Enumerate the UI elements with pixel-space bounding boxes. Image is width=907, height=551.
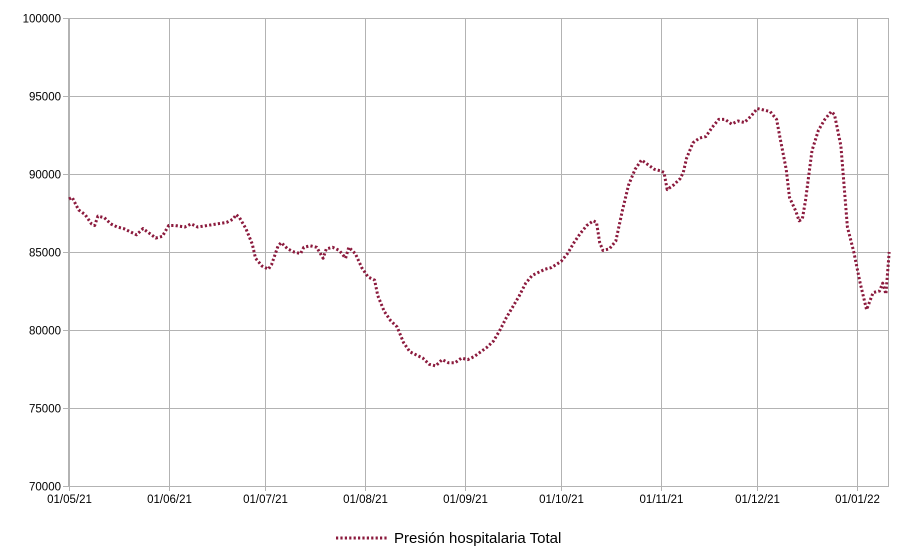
legend-label: Presión hospitalaria Total xyxy=(394,530,561,547)
x-tick-label: 01/07/21 xyxy=(243,494,288,506)
x-tick-label: 01/06/21 xyxy=(147,494,192,506)
x-tick-label: 01/01/22 xyxy=(835,494,880,506)
series-line xyxy=(68,107,891,368)
x-tick-label: 01/09/21 xyxy=(443,494,488,506)
y-tick-label: 80000 xyxy=(29,326,61,338)
legend: Presión hospitalaria Total xyxy=(336,530,561,547)
series-layer xyxy=(68,107,891,368)
y-tick-label: 70000 xyxy=(29,482,61,494)
grid-lines xyxy=(63,18,889,491)
x-tick-label: 01/11/21 xyxy=(640,494,684,506)
x-tick-label: 01/10/21 xyxy=(539,494,584,506)
x-tick-label: 01/12/21 xyxy=(735,494,780,506)
y-axis-tick-labels: 100000 95000 90000 85000 80000 75000 70000 xyxy=(23,14,61,494)
y-tick-label: 85000 xyxy=(29,248,61,260)
x-axis-tick-labels: 01/05/21 01/06/21 01/07/21 01/08/21 01/09/21… xyxy=(47,494,880,506)
y-tick-label: 100000 xyxy=(23,14,61,26)
y-tick-label: 90000 xyxy=(29,170,61,182)
y-tick-label: 75000 xyxy=(29,404,61,416)
x-tick-label: 01/05/21 xyxy=(47,494,92,506)
x-tick-label: 01/08/21 xyxy=(343,494,388,506)
y-tick-label: 95000 xyxy=(29,92,61,104)
